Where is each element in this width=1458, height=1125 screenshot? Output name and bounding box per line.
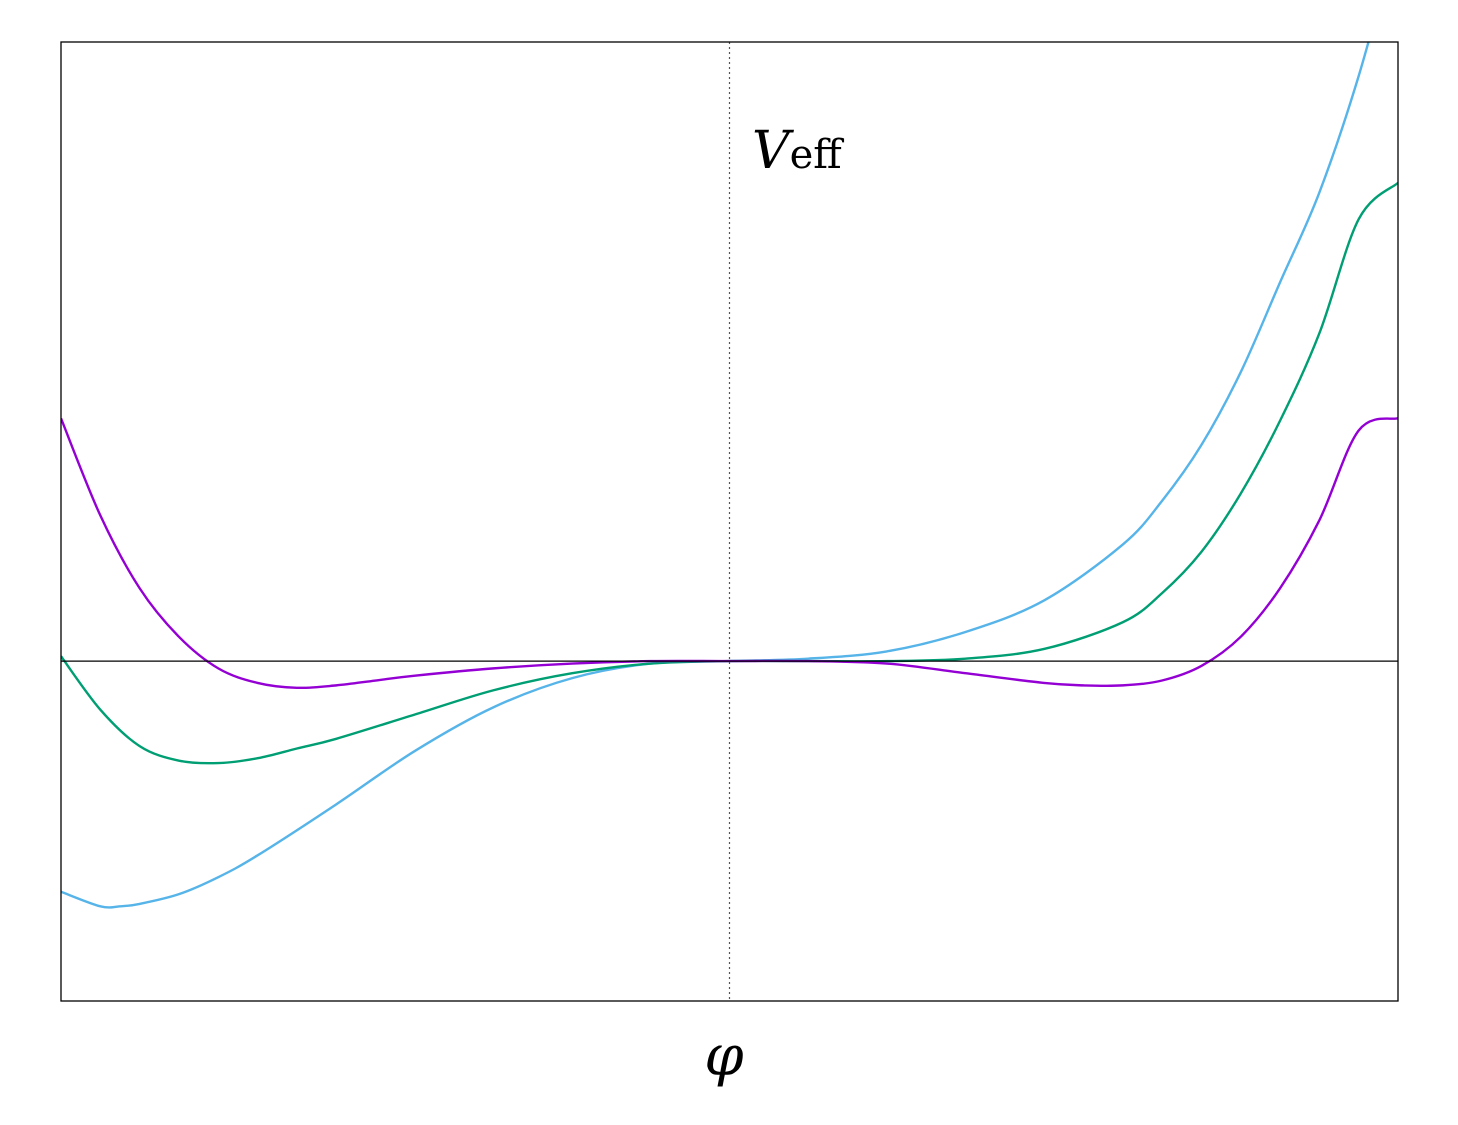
x-axis-label: φ [704,1024,743,1089]
y-axis-label-main: V [752,121,794,181]
y-axis-label-subscript: eff [790,132,845,178]
y-axis-label: Veff [752,121,844,181]
plot-frame [60,41,1399,1002]
